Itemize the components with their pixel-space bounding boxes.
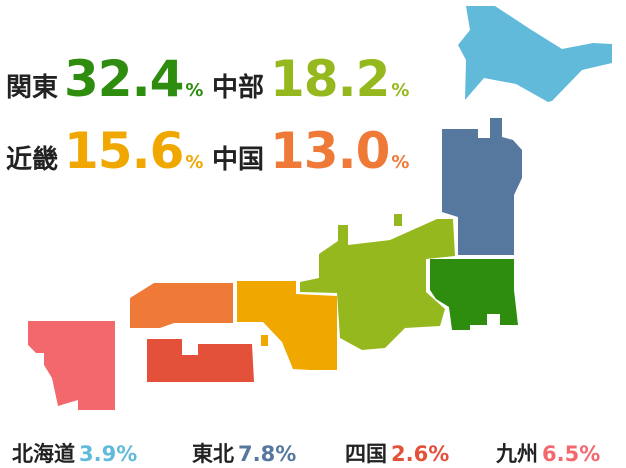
map-region-kanto bbox=[430, 259, 518, 330]
map-region-kinki bbox=[237, 281, 337, 370]
stat-kyushu-value: 6.5% bbox=[542, 442, 601, 466]
stat-hokkaido: 北海道 3.9% bbox=[12, 438, 137, 468]
stat-kyushu-name: 九州 bbox=[496, 442, 538, 466]
stat-shikoku-value: 2.6% bbox=[391, 442, 450, 466]
map-region-shikoku bbox=[147, 339, 254, 382]
stat-shikoku-name: 四国 bbox=[345, 442, 387, 466]
stat-chugoku-name: 中国 bbox=[212, 145, 265, 175]
stat-tohoku-value: 7.8% bbox=[238, 442, 297, 466]
stat-chubu-name: 中部 bbox=[212, 73, 265, 103]
stat-hokkaido-name: 北海道 bbox=[12, 442, 75, 466]
map-islet-kinki bbox=[261, 335, 268, 346]
stat-kyushu: 九州 6.5% bbox=[496, 438, 600, 468]
stat-kanto-unit: % bbox=[185, 80, 204, 101]
stat-kinki-name: 近畿 bbox=[6, 145, 59, 175]
map-region-hokkaido bbox=[458, 6, 612, 102]
map-islet-chubu bbox=[394, 214, 402, 226]
map-region-chugoku bbox=[130, 283, 233, 328]
stat-chugoku-value: 13.0 bbox=[270, 122, 390, 180]
stat-chubu-unit: % bbox=[391, 80, 410, 101]
stat-chubu: 中部 18.2 % bbox=[212, 54, 409, 104]
stat-chugoku-unit: % bbox=[391, 152, 410, 173]
stat-kanto-name: 関東 bbox=[6, 73, 59, 103]
stat-tohoku: 東北 7.8% bbox=[192, 438, 296, 468]
stat-shikoku: 四国 2.6% bbox=[345, 438, 449, 468]
stat-tohoku-name: 東北 bbox=[192, 442, 234, 466]
stat-kinki: 近畿 15.6 % bbox=[6, 126, 203, 176]
stat-kanto-value: 32.4 bbox=[64, 50, 184, 108]
map-region-chubu bbox=[300, 219, 455, 350]
stat-kanto: 関東 32.4 % bbox=[6, 54, 203, 104]
map-region-tohoku bbox=[442, 118, 522, 255]
stat-chugoku: 中国 13.0 % bbox=[212, 126, 409, 176]
stat-kinki-value: 15.6 bbox=[64, 122, 184, 180]
stat-kinki-unit: % bbox=[185, 152, 204, 173]
stat-hokkaido-value: 3.9% bbox=[79, 442, 138, 466]
stat-chubu-value: 18.2 bbox=[270, 50, 390, 108]
map-region-kyushu bbox=[28, 321, 115, 410]
